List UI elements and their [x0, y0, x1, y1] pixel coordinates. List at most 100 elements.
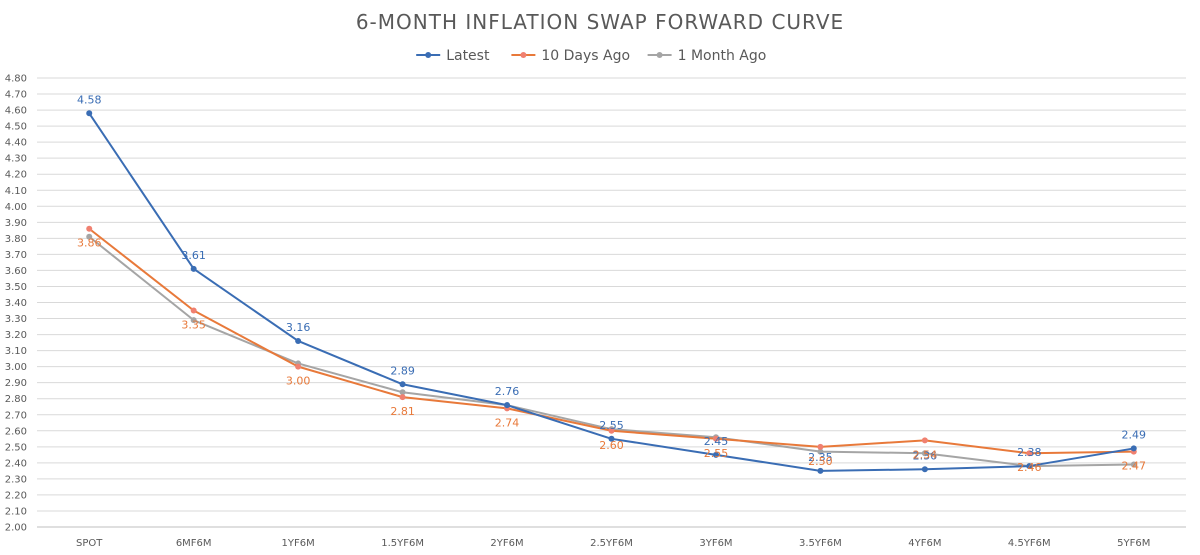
y-tick-label: 4.00	[5, 202, 27, 213]
data-label: 2.55	[704, 447, 729, 460]
legend-swatch-marker	[656, 52, 663, 58]
data-label: 2.47	[1122, 460, 1147, 473]
data-label: 2.36	[913, 449, 938, 462]
data-point	[712, 435, 719, 442]
data-point	[86, 110, 93, 117]
y-tick-label: 2.70	[5, 410, 27, 421]
data-point	[190, 317, 197, 324]
data-label: 3.00	[286, 375, 311, 388]
x-tick-label: SPOT	[76, 538, 103, 549]
data-label: 3.86	[77, 237, 102, 250]
data-point	[921, 450, 928, 457]
y-tick-label: 2.80	[5, 394, 27, 405]
y-tick-label: 4.30	[5, 154, 27, 165]
x-tick-label: 4YF6M	[908, 538, 941, 549]
data-point	[921, 437, 928, 444]
series-layer	[86, 110, 1137, 474]
data-label: 2.35	[808, 451, 833, 464]
y-tick-label: 3.50	[5, 282, 27, 293]
data-label: 2.46	[1017, 461, 1042, 474]
data-point	[817, 448, 824, 455]
data-label: 2.38	[1017, 446, 1042, 459]
data-point	[817, 467, 824, 474]
y-tick-label: 3.20	[5, 330, 27, 341]
data-point	[608, 427, 615, 434]
data-point	[86, 225, 93, 232]
data-point	[190, 265, 197, 272]
y-tick-label: 3.30	[5, 314, 27, 325]
legend-swatch-marker	[520, 52, 527, 58]
chart-title: 6-MONTH INFLATION SWAP FORWARD CURVE	[356, 10, 844, 34]
data-label: 2.76	[495, 385, 520, 398]
y-tick-label: 4.80	[5, 74, 27, 85]
data-labels-layer: 4.583.613.162.892.762.552.452.35 2.36 2.38…	[77, 93, 1146, 474]
legend-item: 1 Month Ago	[647, 48, 767, 64]
x-axis-ticks: SPOT 6MF6M 1YF6M 1.5YF6M 2YF6M 2.5YF6M 3YF6M 3.…	[76, 538, 1150, 549]
data-point	[295, 363, 302, 370]
data-label: 3.61	[181, 249, 206, 262]
data-point	[1026, 463, 1033, 470]
data-label: 2.45	[704, 435, 729, 448]
x-tick-label: 1.5YF6M	[381, 538, 424, 549]
chart-legend: Latest 10 Days Ago 1 Month Ago	[416, 48, 766, 64]
data-point	[921, 466, 928, 473]
data-point	[1026, 450, 1033, 457]
y-tick-label: 3.60	[5, 266, 27, 277]
data-point	[1130, 461, 1137, 468]
data-label: 2.89	[390, 364, 415, 377]
data-point	[295, 337, 302, 344]
y-tick-label: 2.40	[5, 458, 27, 469]
y-tick-label: 2.10	[5, 506, 27, 517]
y-tick-label: 3.80	[5, 234, 27, 245]
y-axis-ticks: 2.00 2.10 2.20 2.30 2.40 2.50 2.60 2.70 2.80 2.90…	[5, 74, 27, 534]
data-point	[817, 443, 824, 450]
x-tick-label: 2YF6M	[490, 538, 523, 549]
y-tick-label: 2.60	[5, 426, 27, 437]
x-tick-label: 3YF6M	[699, 538, 732, 549]
legend-item: 10 Days Ago	[511, 48, 630, 64]
y-tick-label: 3.40	[5, 298, 27, 309]
data-label: 2.54	[913, 448, 938, 461]
legend-swatch-marker	[425, 52, 432, 58]
data-point	[1130, 445, 1137, 452]
series-10-days-ago	[86, 225, 1137, 457]
legend-label: 10 Days Ago	[541, 48, 630, 64]
data-point	[399, 381, 406, 388]
legend-label: Latest	[446, 48, 490, 64]
x-tick-label: 4.5YF6M	[1008, 538, 1051, 549]
legend-label: 1 Month Ago	[678, 48, 767, 64]
y-tick-label: 2.90	[5, 378, 27, 389]
data-label: 2.50	[808, 455, 833, 468]
y-tick-label: 4.10	[5, 186, 27, 197]
series-latest	[86, 110, 1137, 474]
y-tick-label: 2.50	[5, 442, 27, 453]
y-tick-label: 4.40	[5, 138, 27, 149]
x-tick-label: 3.5YF6M	[799, 538, 842, 549]
data-label: 2.74	[495, 416, 520, 429]
y-tick-label: 2.00	[5, 523, 27, 534]
data-point	[399, 389, 406, 396]
y-tick-label: 2.20	[5, 490, 27, 501]
gridlines	[37, 77, 1186, 528]
y-tick-label: 4.20	[5, 170, 27, 181]
x-tick-label: 2.5YF6M	[590, 538, 633, 549]
data-point	[504, 402, 511, 409]
data-label: 2.49	[1122, 428, 1147, 441]
data-label: 3.16	[286, 321, 311, 334]
data-label: 4.58	[77, 93, 102, 106]
y-tick-label: 3.10	[5, 346, 27, 357]
data-label: 2.81	[390, 405, 415, 418]
x-tick-label: 6MF6M	[176, 538, 212, 549]
y-tick-label: 3.00	[5, 362, 27, 373]
data-label: 3.35	[181, 319, 206, 332]
x-tick-label: 5YF6M	[1117, 538, 1150, 549]
y-tick-label: 4.50	[5, 122, 27, 133]
data-point	[86, 233, 93, 240]
y-tick-label: 4.60	[5, 106, 27, 117]
legend-item: Latest	[416, 48, 490, 64]
data-label: 2.55	[599, 419, 624, 432]
data-point	[399, 394, 406, 401]
y-tick-label: 3.70	[5, 250, 27, 261]
